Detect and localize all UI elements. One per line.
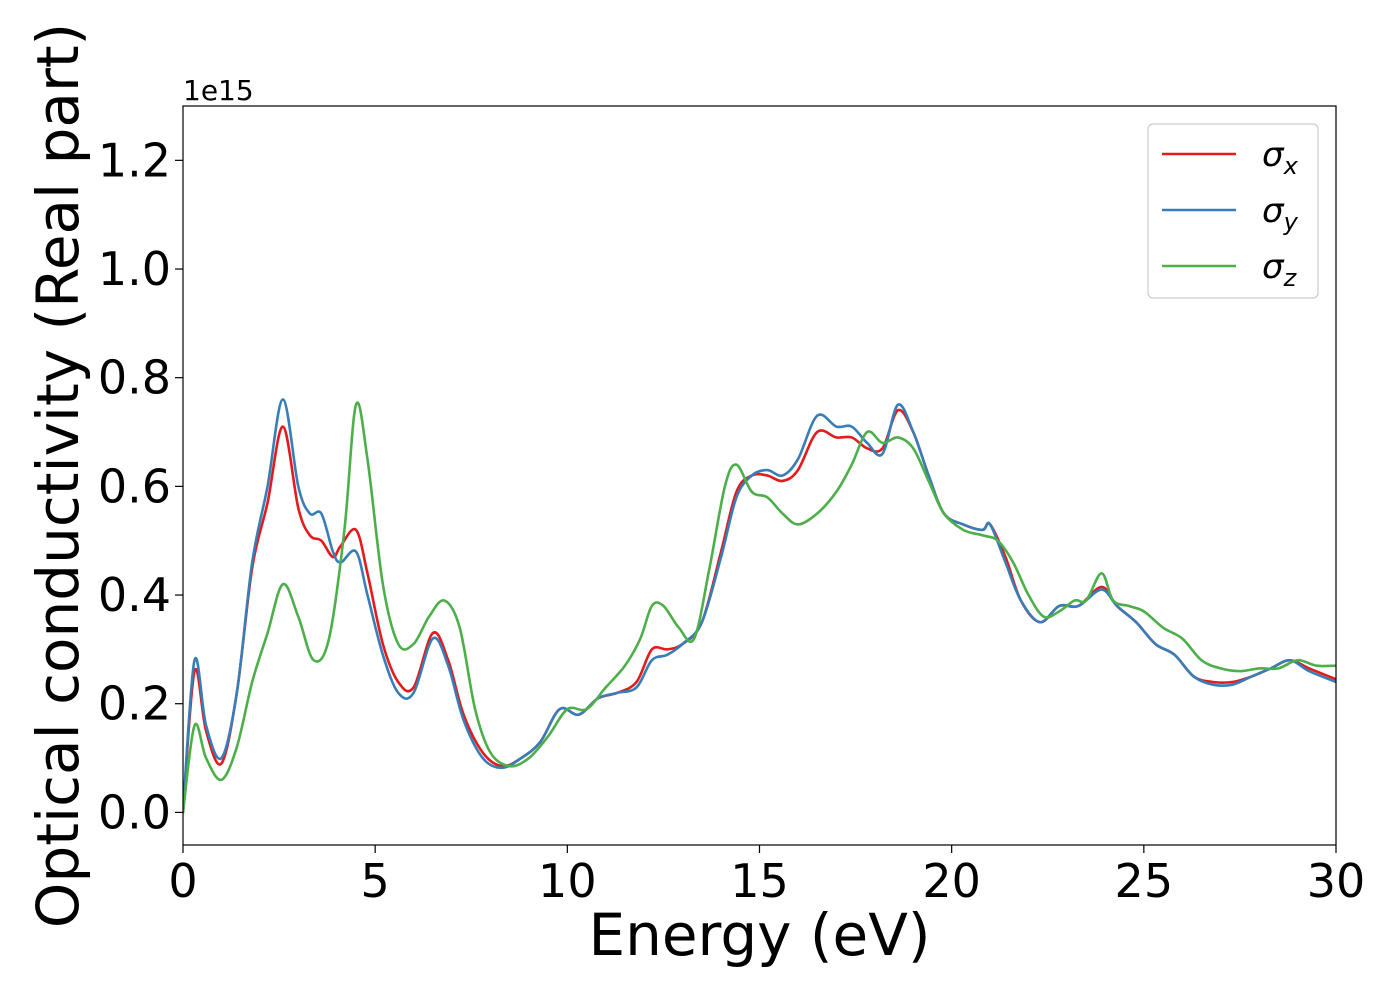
x-tick-label: 20 [922, 854, 981, 908]
x-tick-label: 5 [361, 854, 390, 908]
y-axis-label: Optical conductivity (Real part) [24, 23, 92, 928]
series-line-z [183, 401, 1336, 814]
ticks-layer: 0 5 10 15 20 25 30 0.0 0.2 0.4 0.6 0.8 1.0 1.2 [98, 133, 1365, 908]
series-layer [183, 398, 1336, 814]
series-line-y [183, 398, 1336, 814]
x-axis-label: Energy (eV) [588, 901, 930, 969]
y-tick-label: 1.2 [98, 133, 171, 187]
y-tick-label: 0.0 [98, 785, 171, 839]
y-tick-label: 0.8 [98, 351, 171, 405]
y-tick-label: 0.2 [98, 677, 171, 731]
x-tick-label: 15 [730, 854, 789, 908]
x-tick-label: 25 [1115, 854, 1174, 908]
y-offset-label: 1e15 [183, 74, 254, 107]
y-tick-label: 0.4 [98, 568, 171, 622]
x-tick-label: 30 [1307, 854, 1366, 908]
x-tick-label: 0 [168, 854, 197, 908]
x-tick-label: 10 [538, 854, 597, 908]
y-tick-label: 1.0 [98, 242, 171, 296]
y-tick-label: 0.6 [98, 459, 171, 513]
